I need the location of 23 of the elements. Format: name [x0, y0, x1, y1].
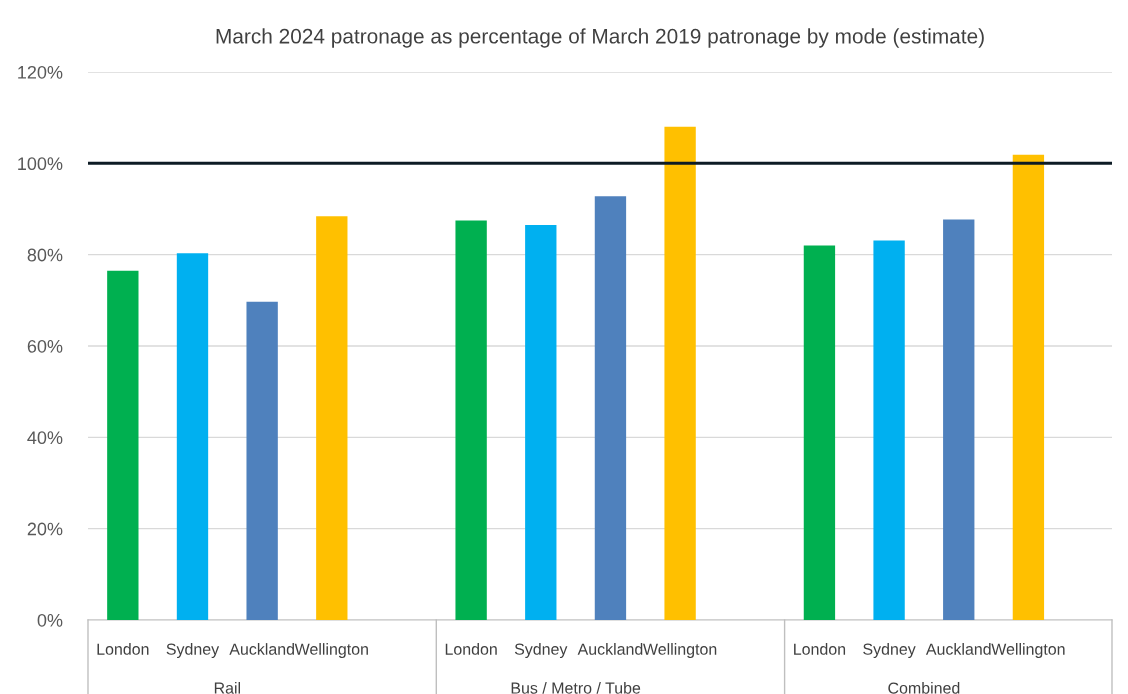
y-tick-label: 40% [27, 431, 63, 445]
x-tick-label: Wellington [643, 643, 717, 658]
x-tick-label: Auckland [577, 643, 643, 655]
y-tick-label: 20% [27, 522, 63, 536]
x-tick-label: Wellington [294, 643, 368, 658]
y-tick-label: 0% [37, 613, 63, 627]
y-tick-label: 60% [27, 339, 63, 353]
x-tick-label: Sydney [863, 643, 916, 658]
x-tick-label: London [794, 643, 846, 655]
y-tick-label: 120% [18, 65, 63, 79]
x-tick-label: London [445, 643, 497, 655]
y-tick-label: 100% [18, 157, 63, 171]
chart-title: March 2024 patronage as percentage of March 2019 patronage by mode (estimate) [216, 28, 984, 48]
x-tick-label: London [97, 643, 149, 655]
x-tick-label: Auckland [229, 643, 294, 655]
text: Combined [888, 682, 960, 694]
x-tick-label: Wellington [991, 643, 1065, 658]
x-tick-label: Sydney [514, 643, 568, 658]
text: Rail [214, 682, 241, 694]
text: Bus / Metro / Tube [511, 682, 641, 694]
y-tick-label: 80% [27, 248, 63, 262]
x-tick-label: Auckland [925, 643, 991, 655]
x-tick-label: Sydney [166, 643, 220, 658]
